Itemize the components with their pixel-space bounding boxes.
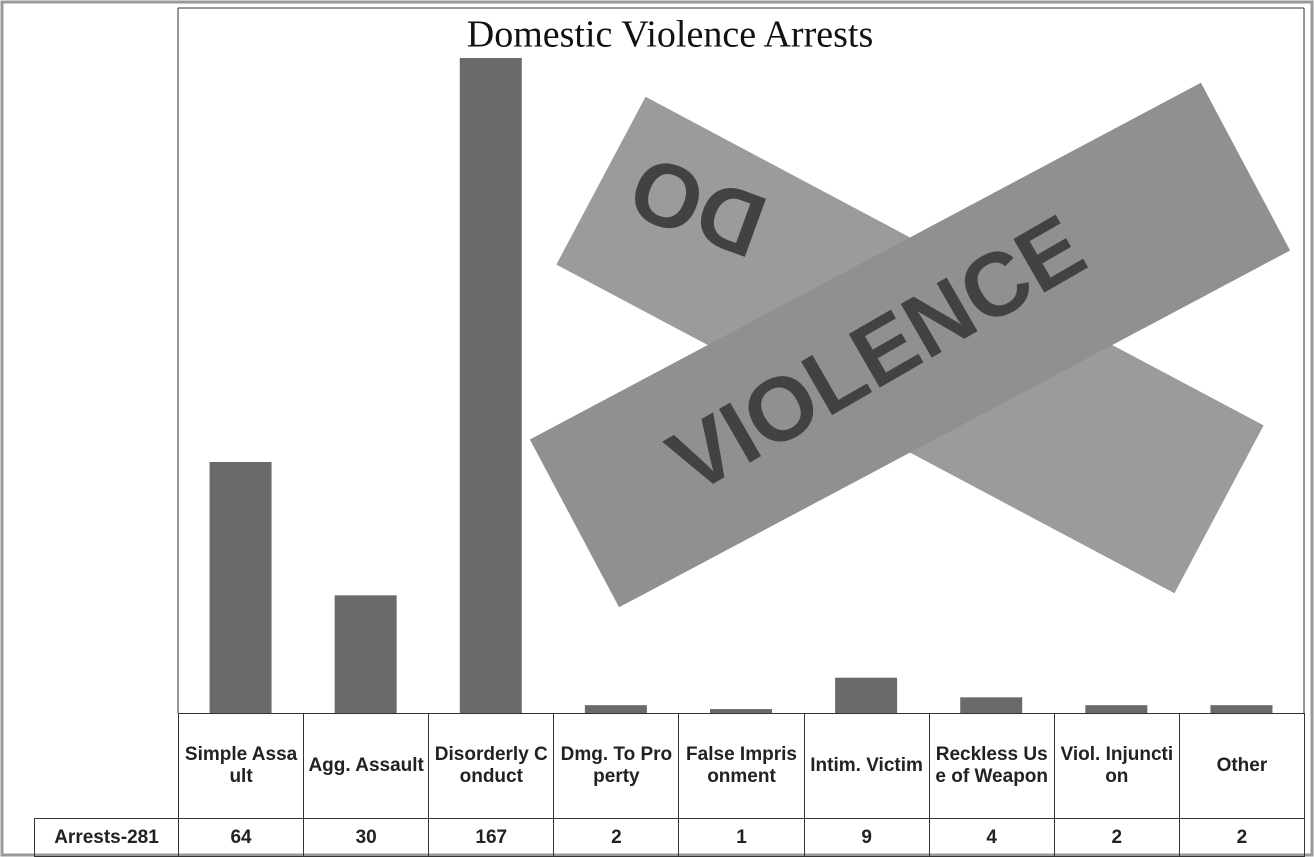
series-label: Arrests-281 bbox=[34, 818, 179, 857]
tape-image: DO VIOLENCE bbox=[529, 82, 1291, 608]
category-label: Agg. Assault bbox=[303, 713, 430, 819]
data-label: 64 bbox=[178, 818, 305, 857]
category-label: False Imprisonment bbox=[678, 713, 805, 819]
data-label: 30 bbox=[303, 818, 430, 857]
category-label: Viol. Injunction bbox=[1053, 713, 1180, 819]
category-label: Disorderly Conduct bbox=[428, 713, 555, 819]
data-label: 167 bbox=[428, 818, 555, 857]
bar bbox=[209, 461, 272, 713]
category-label: Simple Assault bbox=[178, 713, 305, 819]
chart-title: Domestic Violence Arrests bbox=[467, 14, 873, 56]
tape bbox=[529, 82, 1291, 608]
data-label: 4 bbox=[928, 818, 1055, 857]
data-label: 9 bbox=[803, 818, 930, 857]
bar bbox=[334, 595, 397, 713]
data-label: 1 bbox=[678, 818, 805, 857]
data-label: 2 bbox=[553, 818, 680, 857]
bar bbox=[1210, 705, 1273, 713]
bar bbox=[960, 697, 1023, 713]
bar bbox=[1085, 705, 1148, 713]
category-label: Intim. Victim bbox=[803, 713, 930, 819]
bar bbox=[584, 705, 647, 713]
data-label: 2 bbox=[1178, 818, 1305, 857]
bar bbox=[459, 58, 522, 713]
category-label: Reckless Use of Weapon bbox=[928, 713, 1055, 819]
category-label: Other bbox=[1178, 713, 1305, 819]
category-label: Dmg. To Property bbox=[553, 713, 680, 819]
bar bbox=[710, 709, 772, 713]
bar bbox=[835, 677, 898, 713]
data-label: 2 bbox=[1053, 818, 1180, 857]
